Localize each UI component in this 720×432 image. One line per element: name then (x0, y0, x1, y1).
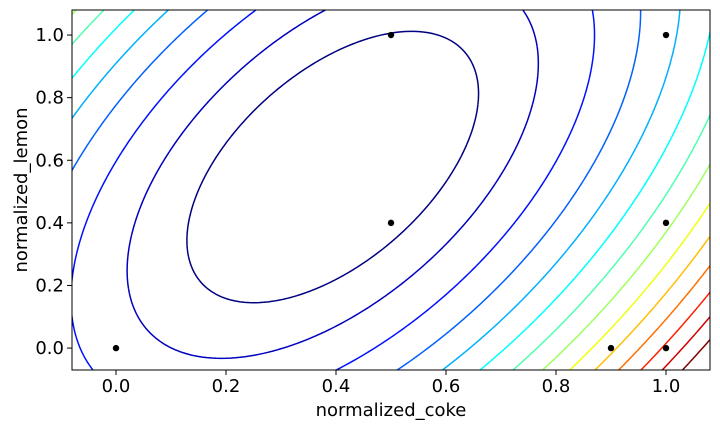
plot-frame (71, 9, 711, 371)
contour-level-10 (617, 264, 710, 370)
y-tick-label: 0.4 (35, 213, 64, 234)
x-tick-label: 0.0 (102, 376, 131, 397)
data-point-1 (387, 219, 395, 227)
contour-level-11 (639, 291, 710, 370)
contour-level-9 (593, 235, 710, 370)
y-tick-label: 0.6 (35, 150, 64, 171)
data-point-5 (662, 219, 670, 227)
y-axis-ticks: 0.0 0.2 0.4 0.6 0.8 1.0 (35, 25, 72, 359)
data-point-6 (662, 31, 670, 39)
x-axis-label: normalized_coke (316, 400, 467, 421)
contour-level-7 (72, 10, 710, 370)
contour-level-8 (568, 201, 710, 370)
contour-level-5 (72, 10, 710, 370)
y-tick-label: 0.0 (35, 338, 64, 359)
contour-level-1 (126, 10, 540, 360)
contour-level-6 (72, 10, 710, 370)
contour-level-3 (72, 10, 642, 370)
data-point-3 (607, 344, 615, 352)
y-tick-label: 0.2 (35, 275, 64, 296)
data-point-2 (387, 31, 395, 39)
contour-level-4 (72, 10, 681, 370)
x-tick-label: 0.6 (432, 376, 461, 397)
contour-level-12 (661, 315, 710, 370)
x-axis-ticks: 0.0 0.2 0.4 0.6 0.8 1.0 (102, 370, 681, 397)
data-point-4 (662, 344, 670, 352)
y-tick-label: 1.0 (35, 25, 64, 46)
x-tick-label: 0.2 (212, 376, 241, 397)
x-tick-label: 1.0 (652, 376, 681, 397)
data-points (112, 31, 670, 352)
y-axis-label: normalized_lemon (11, 107, 32, 272)
y-tick-label: 0.8 (35, 88, 64, 109)
contour-level-13 (681, 338, 710, 370)
data-point-0 (112, 344, 120, 352)
x-tick-label: 0.4 (322, 376, 351, 397)
contour-level-2 (72, 10, 596, 370)
x-tick-label: 0.8 (542, 376, 571, 397)
contour-lines (72, 10, 710, 370)
contour-level-0 (186, 30, 480, 304)
